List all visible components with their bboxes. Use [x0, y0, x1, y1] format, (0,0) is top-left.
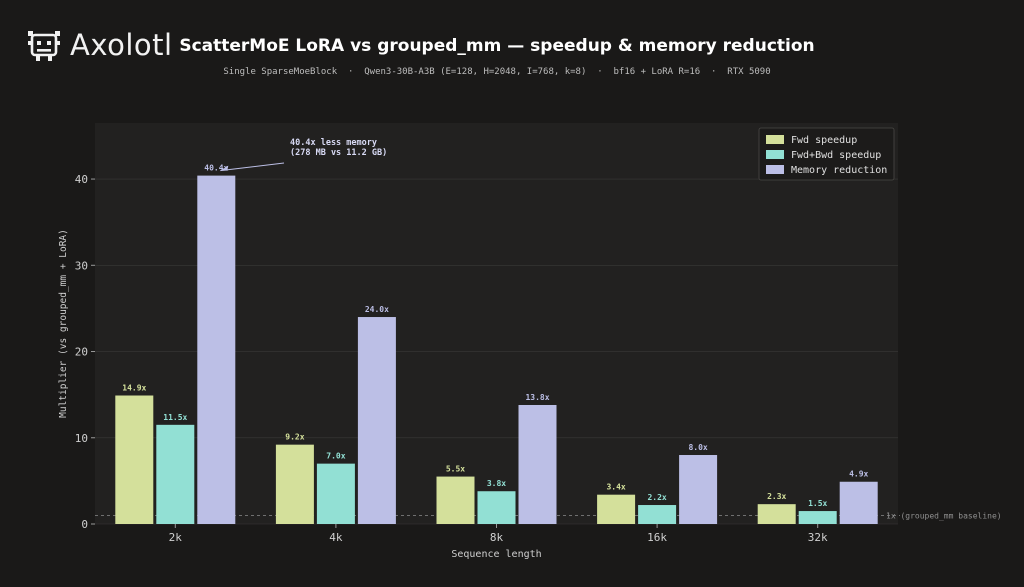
bar	[156, 424, 195, 524]
x-tick-label: 4k	[329, 531, 343, 544]
bar	[436, 476, 475, 524]
bar-value-label: 4.9x	[849, 470, 868, 479]
bar-value-label: 11.5x	[163, 413, 187, 422]
logo: Axolotl	[26, 27, 173, 63]
legend-label: Fwd+Bwd speedup	[791, 150, 881, 161]
bar-value-label: 13.8x	[525, 393, 549, 402]
bar-value-label: 40.4x	[204, 164, 228, 173]
bar	[679, 455, 718, 524]
bar	[798, 511, 837, 524]
legend-label: Memory reduction	[791, 165, 887, 176]
bar-value-label: 1.5x	[808, 499, 827, 508]
baseline-label: 1x (grouped_mm baseline)	[886, 511, 1002, 520]
bar-value-label: 3.4x	[606, 483, 625, 492]
bar	[839, 481, 878, 524]
y-tick-label: 10	[75, 432, 88, 445]
y-tick-label: 20	[75, 346, 88, 359]
annotation-arrowhead	[220, 165, 229, 171]
annotation-text: 40.4x less memory	[290, 138, 377, 148]
bar-value-label: 7.0x	[326, 452, 345, 461]
bar	[357, 317, 396, 524]
bar	[275, 444, 314, 524]
legend-swatch	[766, 150, 784, 159]
axolotl-logo-icon	[28, 31, 60, 61]
legend-box	[758, 127, 895, 181]
bar-value-label: 8.0x	[688, 443, 707, 452]
logo-text: Axolotl	[70, 28, 173, 62]
y-axis-label: Multiplier (vs grouped_mm + LoRA)	[58, 229, 69, 418]
chart-subtitle: Single SparseMoeBlock · Qwen3-30B-A3B (E…	[223, 67, 771, 77]
bar-value-label: 9.2x	[285, 433, 304, 442]
bar-value-label: 5.5x	[446, 465, 465, 474]
y-tick-label: 30	[75, 259, 88, 272]
bar	[197, 175, 236, 524]
bar-value-label: 2.3x	[767, 492, 786, 501]
bar	[115, 395, 154, 524]
annotation-text: (278 MB vs 11.2 GB)	[290, 148, 387, 158]
x-tick-label: 8k	[490, 531, 504, 544]
bar	[757, 504, 796, 524]
bar	[638, 505, 677, 524]
bar	[597, 494, 636, 524]
annotation-arrow	[220, 162, 285, 172]
bar	[518, 404, 557, 524]
x-tick-label: 16k	[647, 531, 667, 544]
y-tick-label: 0	[81, 518, 88, 531]
x-tick-label: 32k	[808, 531, 828, 544]
bar-value-label: 14.9x	[122, 384, 146, 393]
legend-swatch	[766, 135, 784, 144]
bar-value-label: 24.0x	[365, 305, 389, 314]
x-axis-label: Sequence length	[451, 549, 541, 560]
chart-title: ScatterMoE LoRA vs grouped_mm — speedup …	[179, 36, 815, 56]
x-tick-label: 2k	[169, 531, 183, 544]
chart-title-wrap: ScatterMoE LoRA vs grouped_mm — speedup …	[0, 36, 1024, 56]
legend-swatch	[766, 165, 784, 174]
bar	[316, 463, 355, 524]
bar-value-label: 3.8x	[487, 479, 506, 488]
chart-subtitle-wrap: Single SparseMoeBlock · Qwen3-30B-A3B (E…	[0, 67, 1024, 77]
bar	[477, 491, 516, 524]
y-tick-label: 40	[75, 173, 88, 186]
bar-value-label: 2.2x	[647, 493, 666, 502]
legend-label: Fwd speedup	[791, 135, 857, 146]
